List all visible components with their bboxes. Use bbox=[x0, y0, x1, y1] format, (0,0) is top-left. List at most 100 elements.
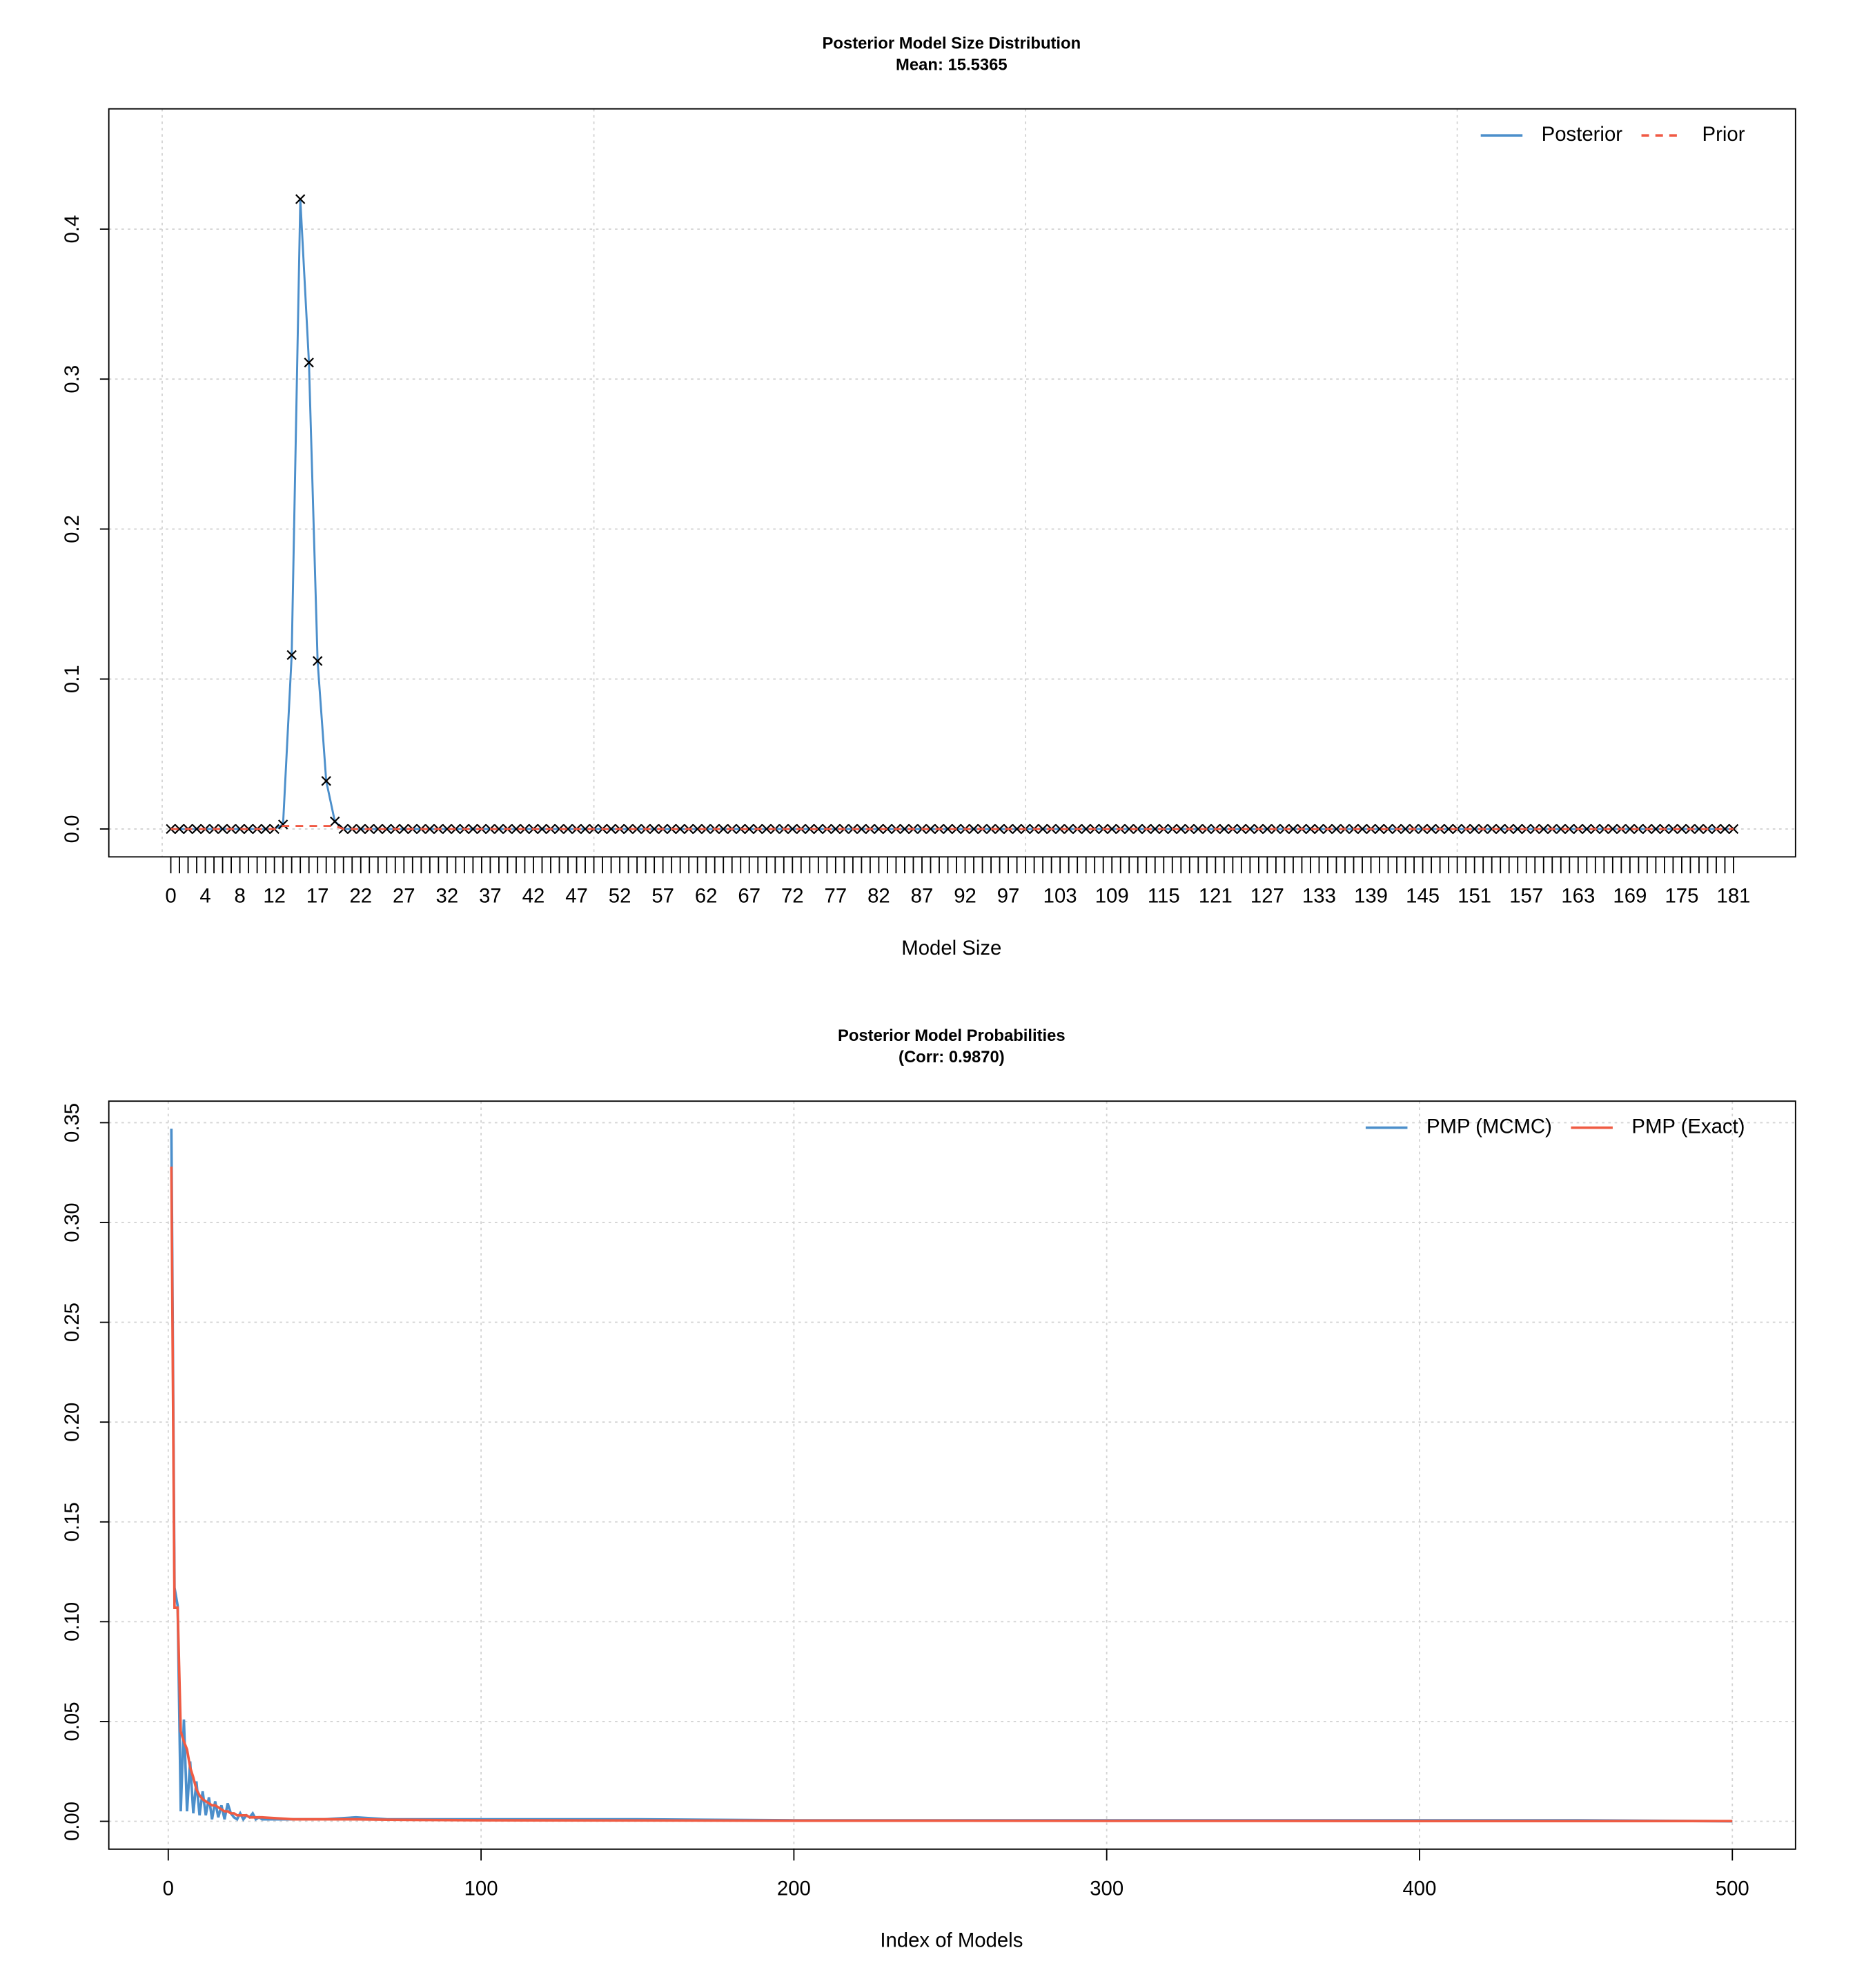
point-marker bbox=[1555, 824, 1566, 835]
x-tick-label: 500 bbox=[1716, 1877, 1749, 1900]
plot-frame bbox=[108, 1100, 1796, 1850]
point-marker bbox=[968, 824, 979, 835]
legend-label: PMP (MCMC) bbox=[1426, 1115, 1552, 1138]
point-marker bbox=[874, 824, 884, 835]
point-marker bbox=[1124, 824, 1135, 835]
point-marker bbox=[1469, 824, 1480, 835]
point-marker bbox=[313, 656, 323, 666]
x-tick-label: 127 bbox=[1250, 885, 1284, 908]
x-axis-label: Index of Models bbox=[880, 1929, 1023, 1951]
point-marker bbox=[1081, 824, 1091, 835]
point-marker bbox=[174, 824, 185, 835]
point-marker bbox=[1607, 824, 1618, 835]
x-tick-label: 181 bbox=[1717, 885, 1751, 908]
point-marker bbox=[805, 824, 815, 835]
x-tick-label: 163 bbox=[1561, 885, 1595, 908]
x-tick-label: 133 bbox=[1302, 885, 1336, 908]
x-tick-label: 82 bbox=[867, 885, 890, 908]
x-tick-label: 12 bbox=[263, 885, 286, 908]
y-tick-label: 0.10 bbox=[61, 1602, 84, 1641]
y-tick-label: 0.15 bbox=[61, 1502, 84, 1541]
point-marker bbox=[943, 824, 953, 835]
point-marker bbox=[1107, 824, 1117, 835]
point-marker bbox=[1063, 824, 1074, 835]
point-marker bbox=[606, 824, 616, 835]
x-tick-label: 121 bbox=[1199, 885, 1233, 908]
x-tick-label: 151 bbox=[1458, 885, 1491, 908]
point-marker bbox=[1651, 824, 1661, 835]
point-marker bbox=[1564, 824, 1575, 835]
point-marker bbox=[1314, 824, 1324, 835]
point-marker bbox=[623, 824, 634, 835]
point-marker bbox=[830, 824, 841, 835]
x-tick-label: 0 bbox=[165, 885, 176, 908]
point-marker bbox=[1132, 824, 1143, 835]
point-marker bbox=[1305, 824, 1316, 835]
x-tick-label: 300 bbox=[1090, 1877, 1123, 1900]
point-marker bbox=[1054, 824, 1066, 835]
point-marker bbox=[718, 824, 729, 835]
point-marker bbox=[260, 824, 271, 835]
point-marker bbox=[1694, 824, 1705, 835]
point-marker bbox=[442, 824, 453, 835]
y-tick-label: 0.20 bbox=[61, 1403, 84, 1442]
point-marker bbox=[1443, 824, 1454, 835]
y-tick-label: 0.25 bbox=[61, 1303, 84, 1342]
y-tick-label: 0.05 bbox=[61, 1702, 84, 1741]
x-tick-label: 22 bbox=[349, 885, 372, 908]
point-marker bbox=[631, 824, 642, 835]
x-tick-label: 37 bbox=[479, 885, 502, 908]
point-marker bbox=[856, 824, 867, 835]
legend: Posterior Prior bbox=[1480, 123, 1745, 146]
series-line bbox=[170, 199, 1734, 830]
point-marker bbox=[1262, 824, 1273, 835]
point-marker bbox=[562, 824, 573, 835]
point-marker bbox=[1720, 824, 1730, 835]
point-marker bbox=[1331, 824, 1342, 835]
chart-subtitle: Mean: 15.5365 bbox=[896, 56, 1008, 75]
chart-title: Posterior Model Probabilities bbox=[838, 1026, 1066, 1045]
legend-label: Posterior bbox=[1542, 123, 1623, 146]
x-tick-label: 175 bbox=[1665, 885, 1698, 908]
point-marker bbox=[1374, 824, 1385, 835]
series-line bbox=[170, 825, 1734, 830]
point-marker bbox=[1400, 824, 1411, 835]
x-tick-label: 8 bbox=[234, 885, 245, 908]
point-marker bbox=[1037, 824, 1048, 835]
point-marker bbox=[191, 824, 202, 835]
point-marker bbox=[277, 819, 288, 830]
x-tick-label: 57 bbox=[651, 885, 674, 908]
x-tick-label: 4 bbox=[199, 885, 210, 908]
y-tick-label: 0.3 bbox=[61, 365, 84, 393]
point-marker bbox=[1288, 824, 1299, 835]
x-tick-label: 109 bbox=[1095, 885, 1129, 908]
chart-title: Posterior Model Size Distribution bbox=[823, 34, 1081, 52]
chart-subtitle: (Corr: 0.9870) bbox=[899, 1048, 1005, 1066]
point-marker bbox=[382, 824, 392, 835]
point-marker bbox=[1219, 824, 1230, 835]
series-line bbox=[170, 1167, 1733, 1823]
x-tick-label: 17 bbox=[306, 885, 329, 908]
point-marker bbox=[1236, 824, 1247, 835]
point-marker bbox=[286, 650, 297, 661]
x-tick-label: 100 bbox=[464, 1877, 498, 1900]
point-marker bbox=[1495, 824, 1506, 835]
point-marker bbox=[1582, 824, 1592, 835]
y-tick-label: 0.00 bbox=[61, 1802, 84, 1841]
point-marker bbox=[1357, 824, 1368, 835]
point-marker bbox=[882, 824, 893, 835]
point-marker bbox=[554, 824, 565, 835]
point-marker bbox=[1676, 824, 1687, 835]
x-tick-label: 103 bbox=[1043, 885, 1077, 908]
point-marker bbox=[675, 824, 685, 835]
x-tick-label: 139 bbox=[1354, 885, 1388, 908]
x-tick-label: 32 bbox=[436, 885, 459, 908]
point-marker bbox=[761, 824, 772, 835]
point-marker bbox=[649, 824, 660, 835]
point-marker bbox=[1538, 824, 1549, 835]
x-tick-label: 145 bbox=[1406, 885, 1440, 908]
x-tick-label: 157 bbox=[1509, 885, 1543, 908]
x-tick-label: 87 bbox=[911, 885, 934, 908]
